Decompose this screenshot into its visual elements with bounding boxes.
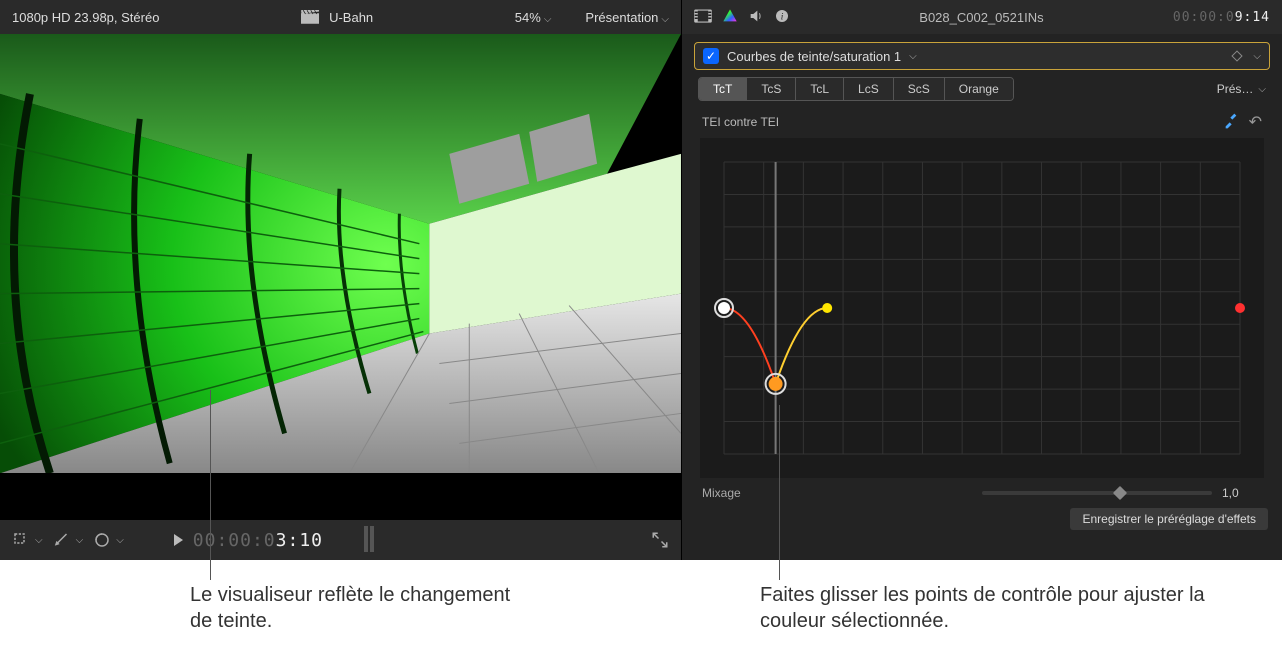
crop-tool-menu[interactable]: ⌵: [12, 531, 43, 549]
viewer-canvas[interactable]: [0, 34, 681, 520]
chevron-down-icon: ⌵: [116, 535, 124, 546]
svg-text:i: i: [781, 12, 784, 22]
timecode-dim: 00:00:0: [193, 530, 276, 551]
mix-slider[interactable]: [982, 491, 1212, 495]
inspector-topbar: i B028_C002_0521INs 00:00:09:14: [682, 0, 1282, 34]
mix-row: Mixage 1,0: [682, 484, 1282, 504]
chevron-down-icon: ⌵: [76, 535, 84, 546]
chevron-down-icon: ⌵: [544, 14, 552, 25]
curve-tabs: TcT TcS TcL LcS ScS Orange: [698, 77, 1014, 101]
chevron-down-icon: ⌵: [909, 51, 917, 62]
timecode-hi: 3:10: [276, 530, 323, 551]
tab-scs[interactable]: ScS: [894, 78, 945, 100]
callout-line-right: [779, 405, 780, 580]
tab-tcs[interactable]: TcS: [747, 78, 796, 100]
audio-meter: [363, 526, 375, 555]
inspector-timecode: 00:00:09:14: [1173, 10, 1270, 25]
timecode-dim: 00:00:0: [1173, 10, 1235, 25]
viewer-format-label: 1080p HD 23.98p, Stéréo: [12, 10, 159, 25]
keyframe-diamond-icon[interactable]: [1232, 50, 1243, 61]
audio-inspector-icon[interactable]: [748, 8, 764, 27]
eyedropper-button[interactable]: [1223, 113, 1239, 132]
mix-slider-thumb[interactable]: [1113, 486, 1127, 500]
viewer-topbar: 1080p HD 23.98p, Stéréo U-Bahn 54%⌵ Prés…: [0, 0, 681, 34]
callout-left: Le visualiseur reflète le changement de …: [190, 582, 520, 634]
mix-value[interactable]: 1,0: [1222, 486, 1262, 500]
mix-label: Mixage: [702, 486, 741, 500]
chevron-down-icon: ⌵: [661, 14, 669, 25]
tab-tct[interactable]: TcT: [699, 78, 747, 100]
viewer-timecode[interactable]: 00:00:03:10: [193, 530, 323, 551]
curve-tabs-row: TcT TcS TcL LcS ScS Orange Prés… ⌵: [698, 76, 1266, 102]
curve-control-point[interactable]: [822, 303, 832, 313]
effect-header-row[interactable]: ✓ Courbes de teinte/saturation 1 ⌵ ⌵: [694, 42, 1270, 70]
callout-right: Faites glisser les points de contrôle po…: [760, 582, 1240, 634]
curve-control-point[interactable]: [769, 377, 783, 391]
curve-title: TEI contre TEI: [702, 115, 779, 129]
clapperboard-icon: [301, 10, 319, 24]
chevron-down-icon: ⌵: [35, 535, 43, 546]
tab-lcs[interactable]: LcS: [844, 78, 894, 100]
tab-orange[interactable]: Orange: [945, 78, 1013, 100]
view-menu-label: Présentation: [585, 10, 658, 25]
preset-label: Prés…: [1217, 82, 1254, 96]
callouts: Le visualiseur reflète le changement de …: [0, 560, 1282, 660]
project-name[interactable]: U-Bahn: [329, 10, 373, 25]
fullscreen-button[interactable]: [651, 531, 669, 549]
effect-enable-checkbox[interactable]: ✓: [703, 48, 719, 64]
retime-tool-menu[interactable]: ⌵: [93, 531, 124, 549]
curve-control-point[interactable]: [1235, 303, 1245, 313]
transform-tool-menu[interactable]: ⌵: [53, 531, 84, 549]
video-inspector-icon[interactable]: [694, 9, 712, 26]
hue-curve-editor[interactable]: [700, 138, 1264, 478]
chevron-down-icon[interactable]: ⌵: [1253, 51, 1261, 62]
info-inspector-icon[interactable]: i: [774, 8, 790, 27]
reset-curve-button[interactable]: ↶: [1249, 112, 1262, 132]
save-preset-button[interactable]: Enregistrer le préréglage d'effets: [1070, 508, 1268, 530]
clip-name: B028_C002_0521INs: [919, 10, 1043, 25]
view-menu[interactable]: Présentation⌵: [585, 10, 669, 25]
viewer-scene-image: [0, 34, 681, 473]
tab-tcl[interactable]: TcL: [796, 78, 844, 100]
curve-control-point[interactable]: [718, 302, 730, 314]
viewer-bottombar: ⌵ ⌵ ⌵ 00:00:03:10: [0, 520, 681, 560]
preset-dropdown[interactable]: Prés… ⌵: [1217, 82, 1266, 96]
chevron-down-icon: ⌵: [1258, 84, 1266, 95]
zoom-menu[interactable]: 54%⌵: [515, 10, 552, 25]
viewer-panel: 1080p HD 23.98p, Stéréo U-Bahn 54%⌵ Prés…: [0, 0, 682, 560]
curve-header: TEI contre TEI ↶: [682, 106, 1282, 134]
color-inspector-icon[interactable]: [722, 8, 738, 27]
inspector-panel: i B028_C002_0521INs 00:00:09:14 ✓ Courbe…: [682, 0, 1282, 560]
callout-line-left: [210, 390, 211, 580]
zoom-value: 54%: [515, 10, 541, 25]
play-button[interactable]: [174, 534, 183, 546]
effect-name: Courbes de teinte/saturation 1: [727, 49, 901, 64]
timecode-hi: 9:14: [1235, 10, 1270, 25]
play-icon: [174, 534, 183, 546]
